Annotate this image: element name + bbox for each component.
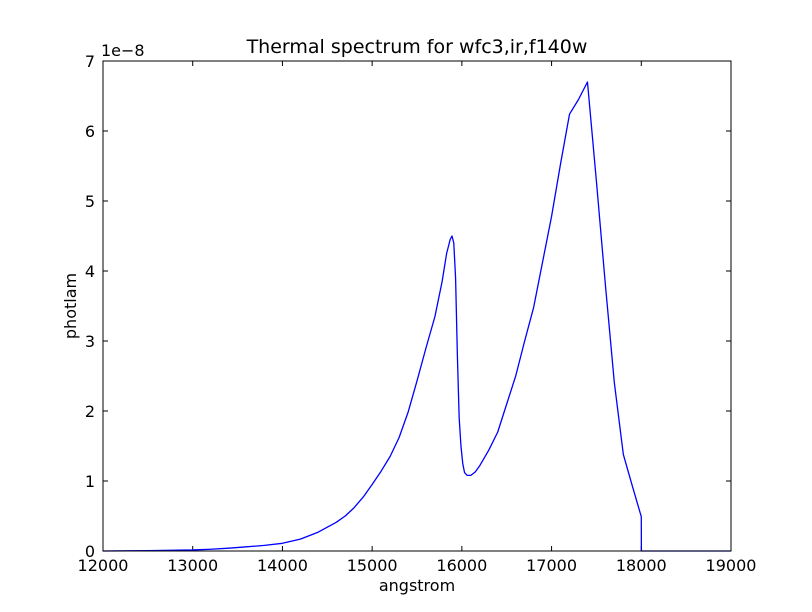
plot-area xyxy=(103,61,731,551)
y-axis-label: photlam xyxy=(61,273,80,339)
x-tick-label: 14000 xyxy=(257,556,308,575)
x-tick-label: 16000 xyxy=(436,556,487,575)
y-tick-label: 1 xyxy=(85,472,95,491)
y-tick-label: 6 xyxy=(85,122,95,141)
y-offset-label: 1e−8 xyxy=(101,41,145,60)
series-line xyxy=(102,81,731,552)
y-tick-label: 0 xyxy=(85,542,95,561)
y-tick-label: 5 xyxy=(85,192,95,211)
x-tick-label: 15000 xyxy=(347,556,398,575)
plot-frame xyxy=(102,60,732,552)
y-tick-label: 7 xyxy=(85,52,95,71)
chart-title: Thermal spectrum for wfc3,ir,f140w xyxy=(246,36,588,58)
x-tick-label: 13000 xyxy=(167,556,218,575)
y-tick-label: 3 xyxy=(85,332,95,351)
x-tick-label: 19000 xyxy=(706,556,757,575)
x-tick-label: 18000 xyxy=(616,556,667,575)
y-tick-label: 2 xyxy=(85,402,95,421)
x-axis-label: angstrom xyxy=(379,576,455,595)
y-tick-label: 4 xyxy=(85,262,95,281)
x-tick-label: 12000 xyxy=(78,556,129,575)
x-tick-label: 17000 xyxy=(526,556,577,575)
